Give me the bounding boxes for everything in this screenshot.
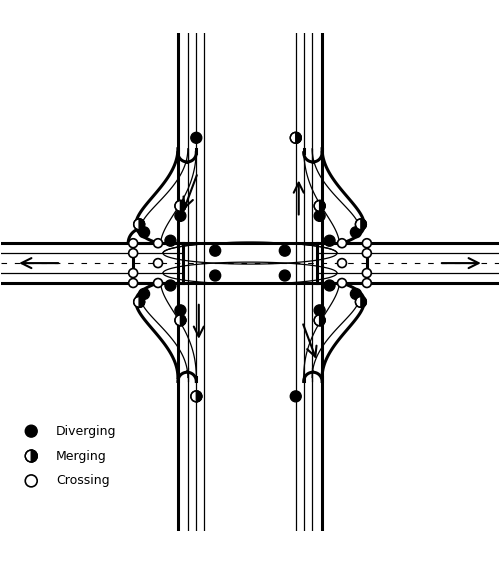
Circle shape <box>165 280 176 291</box>
Circle shape <box>128 279 138 288</box>
Circle shape <box>324 235 335 246</box>
Circle shape <box>26 475 37 487</box>
Circle shape <box>338 259 346 267</box>
Circle shape <box>26 425 37 437</box>
Circle shape <box>138 288 149 299</box>
Circle shape <box>134 297 144 307</box>
Polygon shape <box>180 200 186 212</box>
Polygon shape <box>296 133 301 143</box>
Circle shape <box>191 391 202 402</box>
Circle shape <box>314 315 325 326</box>
Circle shape <box>324 280 335 291</box>
Circle shape <box>314 305 325 316</box>
Text: Crossing: Crossing <box>56 474 110 487</box>
Circle shape <box>314 210 325 221</box>
Circle shape <box>138 227 149 238</box>
Circle shape <box>191 133 202 143</box>
Circle shape <box>128 239 138 248</box>
Circle shape <box>362 239 372 248</box>
Polygon shape <box>31 450 37 462</box>
Circle shape <box>210 270 220 281</box>
Circle shape <box>175 315 186 326</box>
Circle shape <box>356 219 366 230</box>
Circle shape <box>26 450 37 462</box>
Circle shape <box>280 270 290 281</box>
Polygon shape <box>180 315 186 326</box>
Circle shape <box>338 279 346 288</box>
Polygon shape <box>320 200 325 212</box>
Polygon shape <box>139 297 144 307</box>
Circle shape <box>350 227 362 238</box>
Circle shape <box>356 297 366 307</box>
Circle shape <box>154 279 162 288</box>
Circle shape <box>338 239 346 248</box>
Text: Diverging: Diverging <box>56 425 116 438</box>
Polygon shape <box>361 297 366 307</box>
Circle shape <box>314 200 325 212</box>
Circle shape <box>362 268 372 277</box>
Text: Merging: Merging <box>56 450 107 462</box>
Polygon shape <box>320 315 325 326</box>
Circle shape <box>175 200 186 212</box>
Polygon shape <box>196 391 202 402</box>
Circle shape <box>154 259 162 267</box>
Circle shape <box>280 245 290 256</box>
Circle shape <box>128 268 138 277</box>
Circle shape <box>128 249 138 258</box>
Circle shape <box>175 210 186 221</box>
Circle shape <box>154 239 162 248</box>
Circle shape <box>290 391 301 402</box>
Circle shape <box>350 288 362 299</box>
Circle shape <box>290 133 301 143</box>
Circle shape <box>362 279 372 288</box>
Polygon shape <box>139 219 144 230</box>
Circle shape <box>362 249 372 258</box>
Circle shape <box>210 245 220 256</box>
Polygon shape <box>361 219 366 230</box>
Circle shape <box>165 235 176 246</box>
Circle shape <box>134 219 144 230</box>
Circle shape <box>175 305 186 316</box>
